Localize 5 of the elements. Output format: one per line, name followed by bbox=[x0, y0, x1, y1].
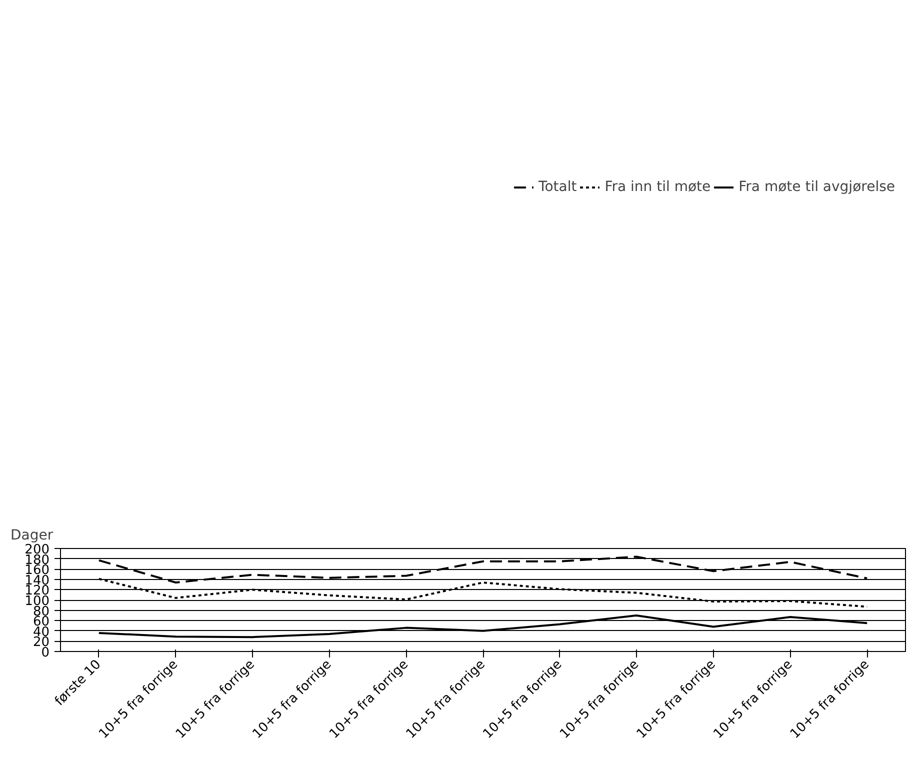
y-axis-title: Dager bbox=[10, 528, 54, 544]
legend-label: Totalt bbox=[538, 178, 577, 195]
line-series bbox=[98, 614, 868, 638]
legend-label: Fra møte til avgjørelse bbox=[738, 178, 895, 195]
legend-label: Fra inn til møte bbox=[604, 178, 711, 195]
